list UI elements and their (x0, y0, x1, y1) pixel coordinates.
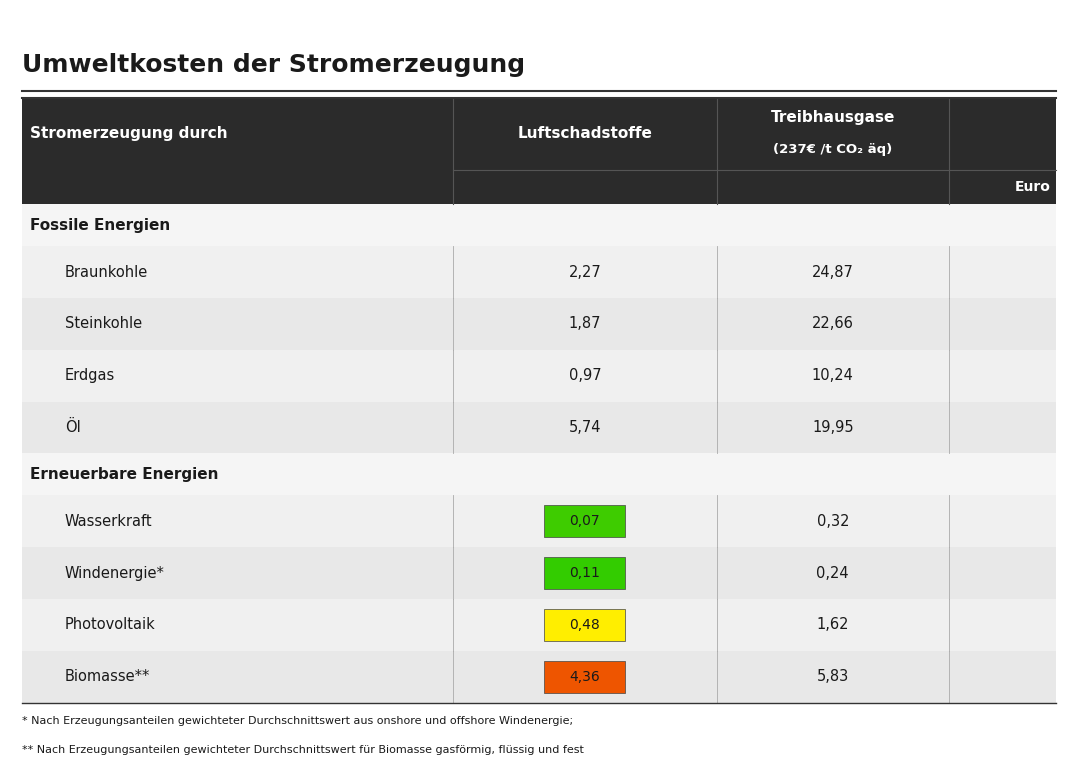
Bar (22, 402, 1056, 453)
Bar (22, 98, 453, 170)
Bar (544, 661, 625, 693)
Text: 5,74: 5,74 (568, 420, 602, 435)
Text: 0,24: 0,24 (816, 565, 849, 581)
Bar (22, 170, 453, 204)
Text: 24,87: 24,87 (812, 264, 854, 280)
Text: 19,95: 19,95 (812, 420, 854, 435)
Bar (22, 651, 1056, 703)
Text: 5,83: 5,83 (817, 669, 848, 684)
Text: Fossile Energien: Fossile Energien (30, 218, 170, 232)
Bar (22, 246, 1056, 298)
Text: 1,62: 1,62 (816, 617, 849, 632)
Bar (544, 505, 625, 537)
Text: 0,48: 0,48 (569, 618, 600, 632)
Text: Erdgas: Erdgas (65, 368, 115, 383)
Text: Steinkohle: Steinkohle (65, 316, 142, 331)
Text: Biomasse**: Biomasse** (65, 669, 150, 684)
Bar (544, 557, 625, 589)
Text: 22,66: 22,66 (812, 316, 854, 331)
Bar (453, 170, 717, 204)
Bar (22, 298, 1056, 350)
Text: Öl: Öl (65, 420, 81, 435)
Text: 0,32: 0,32 (816, 514, 849, 529)
Text: 0,07: 0,07 (569, 514, 600, 528)
Bar (22, 350, 1056, 402)
Bar (22, 495, 1056, 547)
Text: Braunkohle: Braunkohle (65, 264, 148, 280)
Bar (22, 547, 1056, 599)
Bar (453, 98, 717, 170)
Bar (717, 98, 949, 170)
Text: 0,11: 0,11 (569, 566, 600, 580)
Text: ** Nach Erzeugungsanteilen gewichteter Durchschnittswert für Biomasse gasförmig,: ** Nach Erzeugungsanteilen gewichteter D… (22, 745, 583, 755)
Text: Photovoltaik: Photovoltaik (65, 617, 155, 632)
Text: * Nach Erzeugungsanteilen gewichteter Durchschnittswert aus onshore und offshore: * Nach Erzeugungsanteilen gewichteter Du… (22, 716, 572, 726)
Text: Umweltkosten der Stromerzeugung: Umweltkosten der Stromerzeugung (22, 53, 525, 77)
Bar (22, 453, 1056, 495)
Bar (949, 98, 1056, 170)
Bar (949, 170, 1056, 204)
Text: 4,36: 4,36 (569, 670, 600, 684)
Bar (544, 609, 625, 641)
Text: Wasserkraft: Wasserkraft (65, 514, 152, 529)
Text: Stromerzeugung durch: Stromerzeugung durch (30, 126, 227, 141)
Text: 10,24: 10,24 (812, 368, 854, 383)
Text: Erneuerbare Energien: Erneuerbare Energien (30, 467, 219, 482)
Text: Windenergie*: Windenergie* (65, 565, 165, 581)
Text: (237€ /t CO₂ äq): (237€ /t CO₂ äq) (773, 143, 893, 156)
Text: 2,27: 2,27 (568, 264, 602, 280)
Bar (22, 204, 1056, 246)
Bar (717, 170, 949, 204)
Text: Luftschadstoffe: Luftschadstoffe (517, 126, 652, 141)
Text: Euro: Euro (1015, 180, 1051, 194)
Text: Treibhausgase: Treibhausgase (771, 110, 895, 125)
Text: 1,87: 1,87 (568, 316, 602, 331)
Text: 0,97: 0,97 (568, 368, 602, 383)
Bar (22, 599, 1056, 651)
